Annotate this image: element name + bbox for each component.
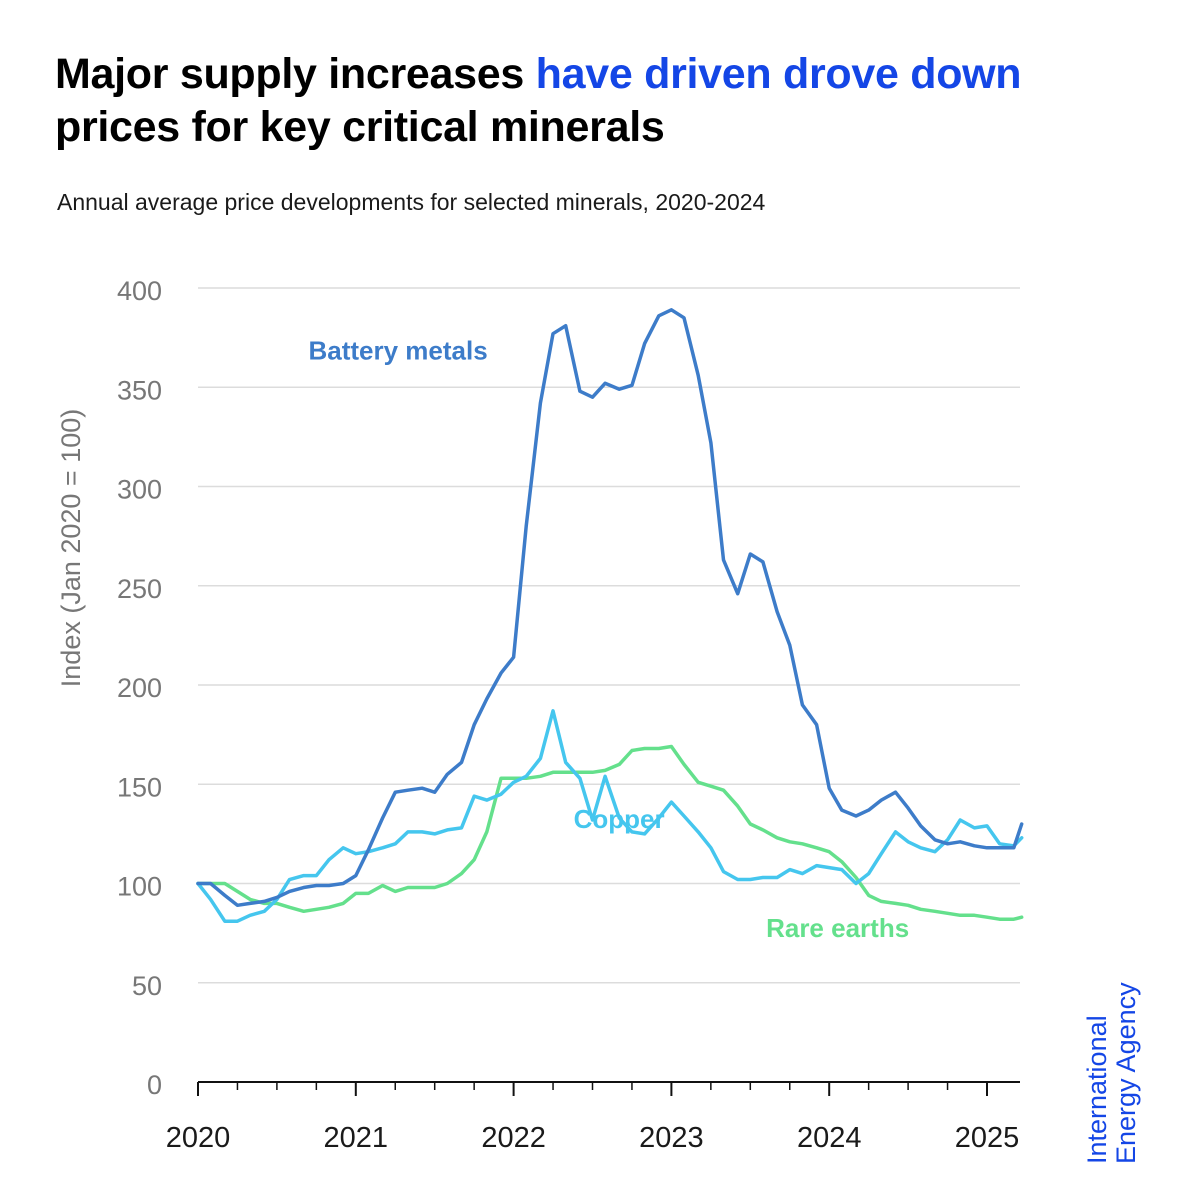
title-part-1: Major supply increases: [55, 50, 536, 98]
y-tick-label-100: 100: [117, 872, 162, 902]
y-tick-label-50: 50: [132, 971, 162, 1001]
y-tick-label-400: 400: [117, 276, 162, 306]
y-axis-label: Index (Jan 2020 = 100): [56, 409, 86, 687]
title-highlight: have driven drove down: [535, 50, 1022, 98]
series-line-battery-metals: [196, 308, 1024, 908]
y-tick-label-150: 150: [117, 772, 162, 802]
x-tick-label-2025: 2025: [955, 1122, 1020, 1154]
x-tick-label-2022: 2022: [481, 1122, 546, 1154]
y-tick-label-300: 300: [117, 475, 162, 505]
x-tick-label-2023: 2023: [639, 1122, 704, 1154]
series-line-rare-earths: [196, 744, 1024, 921]
y-tick-label-200: 200: [117, 673, 162, 703]
chart-subtitle: Annual average price developments for se…: [57, 189, 766, 215]
logo-line-2: Energy Agency: [1111, 982, 1141, 1164]
series-label-rare-earths: Rare earths: [766, 913, 909, 943]
y-tick-label-250: 250: [117, 574, 162, 604]
title-part-2: prices for key critical minerals: [55, 103, 665, 151]
y-tick-label-0: 0: [147, 1070, 162, 1100]
series-line-copper: [196, 709, 1024, 923]
y-tick-label-350: 350: [117, 375, 162, 405]
logo-line-1: International: [1082, 1015, 1112, 1164]
series-label-copper: Copper: [574, 804, 665, 834]
chart-title: Major supply increases have driven drove…: [55, 48, 1155, 154]
x-tick-label-2021: 2021: [324, 1122, 389, 1154]
series-label-battery-metals: Battery metals: [308, 335, 487, 365]
x-tick-label-2024: 2024: [797, 1122, 862, 1154]
iea-logo: International Energy Agency: [1082, 982, 1141, 1164]
x-tick-label-2020: 2020: [166, 1122, 231, 1154]
